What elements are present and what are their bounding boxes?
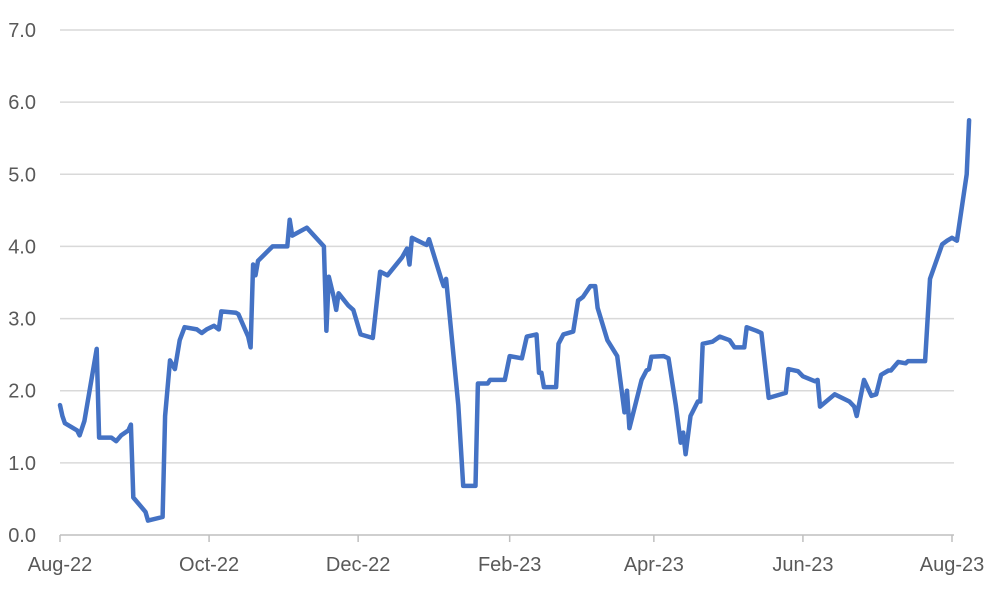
tick-labels: 0.0 1.0 2.0 3.0 4.0 5.0 6.0 7.0 Aug-22 Oct-22 Dec-… xyxy=(8,20,984,576)
y-tick-label: 5.0 xyxy=(8,164,36,186)
x-tick-label: Jun-23 xyxy=(772,554,833,576)
y-tick-label: 3.0 xyxy=(8,309,36,331)
y-tick-label: 7.0 xyxy=(8,20,36,42)
y-tick-label: 1.0 xyxy=(8,453,36,475)
x-tick-label: Aug-23 xyxy=(920,554,985,576)
gridlines xyxy=(60,29,954,464)
series-layer xyxy=(57,117,972,523)
y-tick-label: 6.0 xyxy=(8,92,36,114)
series-line xyxy=(57,117,972,523)
x-tick-label: Oct-22 xyxy=(179,554,239,576)
axes xyxy=(59,534,954,542)
x-tick-label: Feb-23 xyxy=(478,554,541,576)
x-tick-label: Dec-22 xyxy=(326,554,390,576)
y-tick-label: 4.0 xyxy=(8,236,36,258)
x-tick-label: Aug-22 xyxy=(28,554,93,576)
y-tick-label: 0.0 xyxy=(8,525,36,547)
y-tick-label: 2.0 xyxy=(8,381,36,403)
x-tick-label: Apr-23 xyxy=(624,554,684,576)
